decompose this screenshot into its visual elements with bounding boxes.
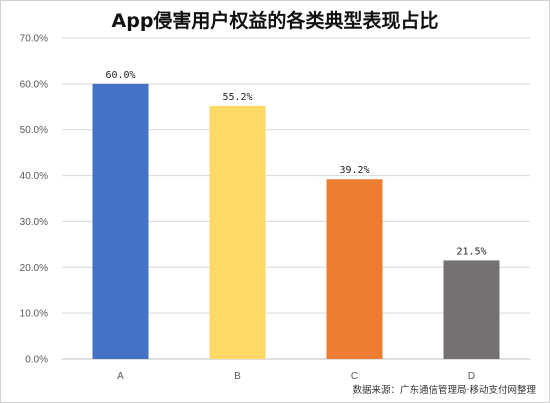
bar-a xyxy=(92,83,149,359)
data-label: 60.0% xyxy=(105,70,135,81)
y-tick-label: 40.0% xyxy=(20,171,48,182)
chart-title: App侵害用户权益的各类典型表现占比 xyxy=(111,10,439,32)
data-label: 21.5% xyxy=(456,246,486,257)
x-tick-label: C xyxy=(351,371,358,382)
y-tick-label: 20.0% xyxy=(20,263,48,274)
data-label: 55.2% xyxy=(222,92,252,103)
data-labels: 60.0% 55.2% 39.2% 21.5% xyxy=(105,70,486,258)
x-tick-label: A xyxy=(117,371,124,382)
y-axis-ticks: 0.0% 10.0% 20.0% 30.0% 40.0% 50.0% 60.0% 70.0% xyxy=(20,34,48,366)
y-tick-label: 70.0% xyxy=(20,34,48,45)
y-tick-label: 30.0% xyxy=(20,217,48,228)
bar-c xyxy=(326,179,383,359)
x-tick-label: D xyxy=(468,371,475,382)
bar-d xyxy=(443,260,500,359)
x-axis-ticks: A B C D xyxy=(117,371,475,382)
bar-b xyxy=(209,105,266,360)
data-label: 39.2% xyxy=(339,165,369,176)
source-note: 数据来源：广东通信管理局·移动支付网整理 xyxy=(352,385,536,396)
y-tick-label: 50.0% xyxy=(20,125,48,136)
y-tick-label: 60.0% xyxy=(20,79,48,90)
bars xyxy=(92,83,500,360)
y-tick-label: 0.0% xyxy=(25,355,48,366)
y-tick-label: 10.0% xyxy=(20,309,48,320)
x-tick-label: B xyxy=(234,371,241,382)
